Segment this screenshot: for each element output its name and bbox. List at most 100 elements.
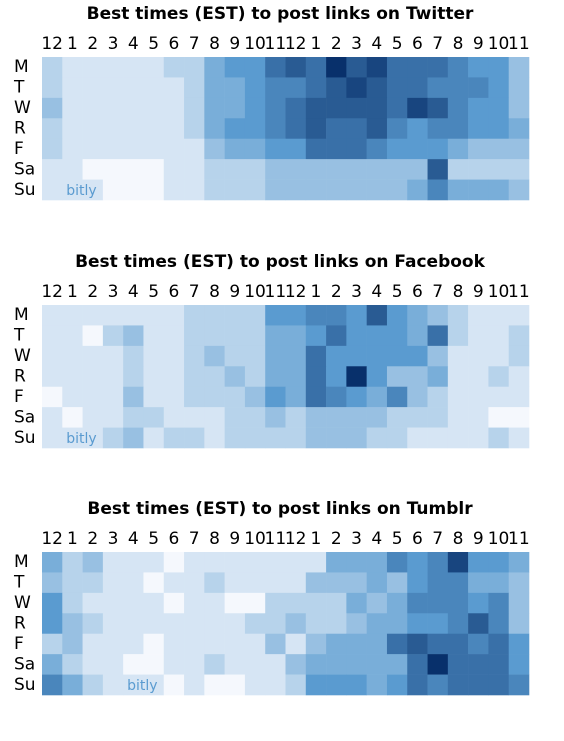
- heatmap-cell: [326, 345, 347, 367]
- heatmap-cell: [224, 592, 246, 614]
- heatmap-cell: [326, 427, 347, 449]
- heatmap-cell: [123, 407, 144, 428]
- heatmap-cell: [468, 633, 489, 655]
- heatmap-cell: [305, 77, 327, 99]
- heatmap-cell: [427, 305, 449, 326]
- heatmap-cell: [184, 407, 205, 428]
- heatmap-cell: [62, 386, 83, 408]
- heatmap-cell: [102, 57, 124, 78]
- heatmap-cell: [42, 654, 63, 675]
- heatmap-cell: [386, 633, 408, 655]
- heatmap-cell: [123, 57, 144, 78]
- heatmap-cell: [285, 179, 307, 201]
- heatmap-cell: [224, 118, 246, 140]
- heatmap-cell: [346, 77, 367, 99]
- heatmap-cell: [82, 159, 104, 180]
- heatmap-cell: [42, 427, 63, 449]
- heatmap-cell: [346, 345, 367, 367]
- heatmap-cell: [265, 572, 286, 594]
- heatmap-cell: [62, 97, 83, 119]
- heatmap-cell: [386, 386, 408, 408]
- y-tick-label: R: [14, 119, 26, 139]
- heatmap-cell: [82, 179, 104, 201]
- x-tick-label: 12: [285, 529, 307, 549]
- heatmap-cell: [143, 305, 165, 326]
- heatmap-cell: [508, 654, 530, 675]
- heatmap-cell: [244, 592, 266, 614]
- heatmap-cell: [508, 159, 530, 180]
- heatmap-cell: [407, 118, 428, 140]
- x-tick-label: 9: [229, 282, 240, 302]
- heatmap-cell: [407, 345, 428, 367]
- heatmap-cell: [407, 138, 428, 160]
- heatmap-cell: [184, 572, 205, 594]
- x-tick-label: 3: [108, 282, 119, 302]
- heatmap-cell: [143, 633, 165, 655]
- heatmap-cell: [82, 572, 104, 594]
- heatmap-cell: [305, 654, 327, 675]
- heatmap-cell: [468, 57, 489, 78]
- heatmap-cell: [366, 138, 388, 160]
- heatmap-cell: [163, 97, 185, 119]
- heatmap-cell: [265, 77, 286, 99]
- heatmap-cell: [244, 386, 266, 408]
- heatmap-cell: [407, 57, 428, 78]
- heatmap-cell: [407, 613, 428, 635]
- heatmap-cell: [468, 179, 489, 201]
- heatmap-cell: [326, 386, 347, 408]
- x-tick-label: 11: [265, 529, 287, 549]
- heatmap-cell: [488, 572, 510, 594]
- x-tick-label: 2: [87, 282, 98, 302]
- heatmap-cell: [386, 138, 408, 160]
- heatmap-cell: [407, 427, 428, 449]
- heatmap-cell: [184, 552, 205, 573]
- heatmap-cell: [82, 674, 104, 696]
- heatmap-cell: [62, 366, 83, 388]
- heatmap-cell: [42, 138, 63, 160]
- heatmap-cell: [62, 552, 83, 573]
- heatmap-cell: [62, 654, 83, 675]
- y-tick-label: W: [14, 593, 31, 613]
- heatmap-cell: [305, 427, 327, 449]
- heatmap-cell: [82, 305, 104, 326]
- heatmap-cell: [305, 179, 327, 201]
- y-tick-label: W: [14, 346, 31, 366]
- heatmap-cell: [62, 592, 83, 614]
- x-tick-label: 4: [371, 34, 382, 54]
- heatmap-cell: [163, 633, 185, 655]
- heatmap-cell: [285, 97, 307, 119]
- heatmap-cell: [508, 613, 530, 635]
- heatmap-cell: [82, 97, 104, 119]
- heatmap-cell: [285, 57, 307, 78]
- heatmap-cell: [447, 654, 469, 675]
- heatmap-cell: [326, 366, 347, 388]
- heatmap-cell: [123, 386, 144, 408]
- x-tick-label: 4: [371, 529, 382, 549]
- heatmap-cell: [326, 325, 347, 347]
- heatmap-cell: [102, 674, 124, 696]
- y-tick-label: Sa: [14, 654, 35, 674]
- x-tick-label: 8: [453, 34, 464, 54]
- heatmap-cell: [468, 345, 489, 367]
- heatmap-cell: [163, 552, 185, 573]
- x-tick-label: 6: [168, 529, 179, 549]
- x-tick-label: 10: [244, 282, 266, 302]
- heatmap-cell: [447, 159, 469, 180]
- heatmap-cell: [123, 345, 144, 367]
- x-tick-label: 7: [432, 282, 443, 302]
- heatmap-cell: [285, 613, 307, 635]
- heatmap-cell: [346, 97, 367, 119]
- heatmap-cell: [427, 572, 449, 594]
- x-tick-label: 6: [412, 34, 423, 54]
- y-tick-label: Su: [14, 675, 36, 695]
- heatmap-cell: [346, 613, 367, 635]
- heatmap-cell: [305, 118, 327, 140]
- heatmap-cell: [386, 407, 408, 428]
- heatmap-cell: [224, 572, 246, 594]
- heatmap-cell: [407, 407, 428, 428]
- x-tick-label: 7: [432, 34, 443, 54]
- heatmap-cell: [427, 427, 449, 449]
- heatmap-cell: [244, 407, 266, 428]
- heatmap-cell: [386, 97, 408, 119]
